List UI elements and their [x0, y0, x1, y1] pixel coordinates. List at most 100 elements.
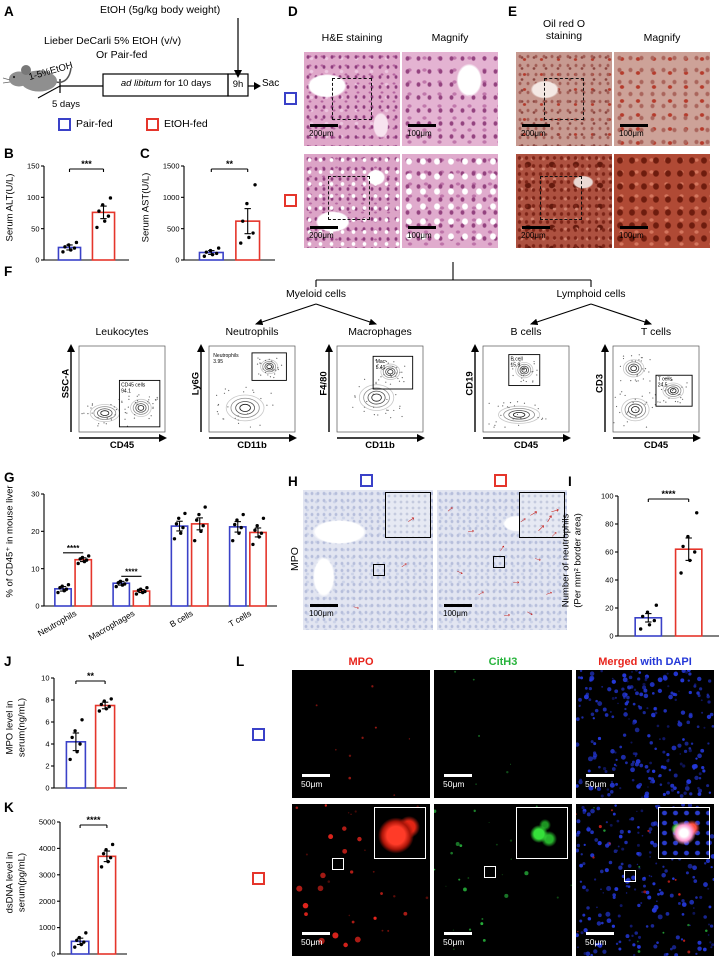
scale-bar: [620, 124, 648, 127]
svg-text:4000: 4000: [39, 844, 56, 853]
magnify-region-box: [540, 176, 582, 220]
experiment-timeline-diagram: [2, 18, 261, 99]
svg-text:10: 10: [31, 564, 39, 573]
panel-b-label: B: [4, 146, 14, 161]
panel-f-label: F: [4, 264, 13, 279]
dsdna-y-label-line1: dsDNA level in: [4, 851, 16, 914]
flow-plot-macrophages: F4/80 Mac 5.41 CD11b: [315, 344, 427, 456]
svg-text:Mac: Mac: [376, 359, 386, 365]
inset-source-box: [624, 870, 636, 882]
etohfed-row-marker: [252, 872, 265, 885]
binge-dose-label: EtOH (5g/kg body weight): [100, 4, 221, 16]
oilredo-pairfed-magnify-image: 100μm: [614, 52, 710, 146]
scale-label: 200μm: [521, 129, 546, 138]
lymphoid-cells-header: Lymphoid cells: [556, 288, 626, 300]
neutrophil-arrow-icon: [511, 577, 521, 587]
scale-label: 50μm: [301, 937, 323, 947]
scale-bar: [302, 932, 330, 935]
if-cith3-etohfed-image: 50μm: [434, 804, 572, 956]
scale-label: 100μm: [309, 609, 334, 618]
dsdna-y-label-line2: serum(pg/mL): [16, 852, 28, 913]
scale-label: 200μm: [309, 231, 334, 240]
svg-text:40: 40: [605, 576, 613, 585]
scale-bar: [620, 226, 648, 229]
fluorescence-field: [315, 685, 411, 797]
magnify-region-box: [544, 78, 584, 120]
svg-text:3.95: 3.95: [213, 359, 223, 365]
mpo-level-y-label-line1: MPO level in: [4, 700, 16, 755]
cd45-percentage-y-axis-label: % of CD45⁺ in mouse liver: [4, 485, 16, 598]
svg-text:B cells: B cells: [168, 608, 195, 629]
ad-libitum-italic: ad libitum: [120, 78, 162, 89]
neutrophil-arrow-icon: [465, 526, 477, 538]
svg-text:0: 0: [35, 256, 39, 265]
he-etohfed-magnify-image: 100μm: [402, 154, 498, 248]
inset-source-box: [484, 866, 496, 878]
neutrophil-arrow-icon: [495, 541, 509, 555]
panel-a-label: A: [4, 4, 14, 19]
scale-bar: [444, 774, 472, 777]
scale-bar: [408, 124, 436, 127]
neutrophil-arrow-icon: [532, 553, 544, 565]
svg-text:3000: 3000: [39, 870, 56, 879]
panel-k-label: K: [4, 800, 14, 815]
if-merged-pairfed-image: 50μm: [576, 670, 714, 798]
svg-text:5.41: 5.41: [376, 365, 386, 371]
neutrophils-title: Neutrophils: [225, 326, 279, 338]
neutrophil-arrow-icon: [542, 587, 555, 600]
panel-h-label: H: [288, 474, 298, 489]
serum-ast-chart: 0 500 1000 1500 **: [163, 159, 275, 265]
tcells-title: T cells: [640, 326, 672, 338]
merged-column-header: Merged with DAPI: [576, 656, 714, 668]
neutrophil-arrow-icon: [454, 565, 467, 578]
mpo-serum-chart: 0 2 4 6 8 10 **: [41, 671, 127, 793]
myeloid-cells-header: Myeloid cells: [285, 288, 347, 300]
neutrophil-arrow-icon: [397, 558, 411, 572]
if-cith3-pairfed-image: 50μm: [434, 670, 572, 798]
svg-text:0: 0: [175, 256, 179, 265]
if-inset: [658, 807, 710, 859]
etohfed-column-marker: [494, 474, 507, 487]
neutrophil-arrow-icon: [401, 510, 418, 527]
scale-label: 100μm: [407, 129, 432, 138]
neutrophil-count-chart: 0 20 40 60 80 100 ****: [601, 489, 719, 641]
scale-label: 100μm: [407, 231, 432, 240]
svg-text:500: 500: [167, 224, 180, 233]
dapi-header-text: with DAPI: [637, 656, 692, 668]
svg-text:Macrophages: Macrophages: [87, 608, 137, 642]
cith3-header-text: CitH3: [488, 656, 518, 668]
scale-bar: [586, 932, 614, 935]
oilredo-header-line1: Oil red O: [542, 18, 585, 30]
scale-bar: [408, 226, 436, 229]
neutrophil-arrow-icon: [443, 502, 457, 516]
neutrophil-arrow-icon: [474, 586, 488, 600]
cith3-column-header: CitH3: [434, 656, 572, 668]
if-mpo-etohfed-image: 50μm: [292, 804, 430, 956]
ad-libitum-label: ad libitum for 10 days: [104, 78, 228, 89]
macrophages-title: Macrophages: [348, 326, 412, 338]
svg-text:4: 4: [45, 740, 49, 749]
he-staining-header: H&E staining: [321, 32, 383, 44]
svg-text:0: 0: [51, 950, 55, 959]
svg-text:15.9: 15.9: [511, 363, 521, 369]
mpo-column-header: MPO: [292, 656, 430, 668]
if-inset: [516, 807, 568, 859]
svg-text:T cells: T cells: [658, 376, 673, 382]
inset-source-box: [493, 556, 505, 568]
svg-text:0: 0: [609, 632, 613, 641]
svg-text:6: 6: [45, 718, 49, 727]
if-merged-etohfed-image: 50μm: [576, 804, 714, 956]
bcells-title: B cells: [510, 326, 542, 338]
scale-bar: [310, 226, 338, 229]
panel-e-label: E: [508, 4, 518, 19]
flow-x-label: CD11b: [237, 440, 267, 451]
flow-plot-neutrophils: Ly6G Neutrophils 3.95 CD11b: [187, 344, 299, 456]
svg-text:94.1: 94.1: [121, 388, 131, 394]
svg-text:Neutrophils: Neutrophils: [213, 353, 239, 359]
five-days-label: 5 days: [52, 99, 80, 110]
